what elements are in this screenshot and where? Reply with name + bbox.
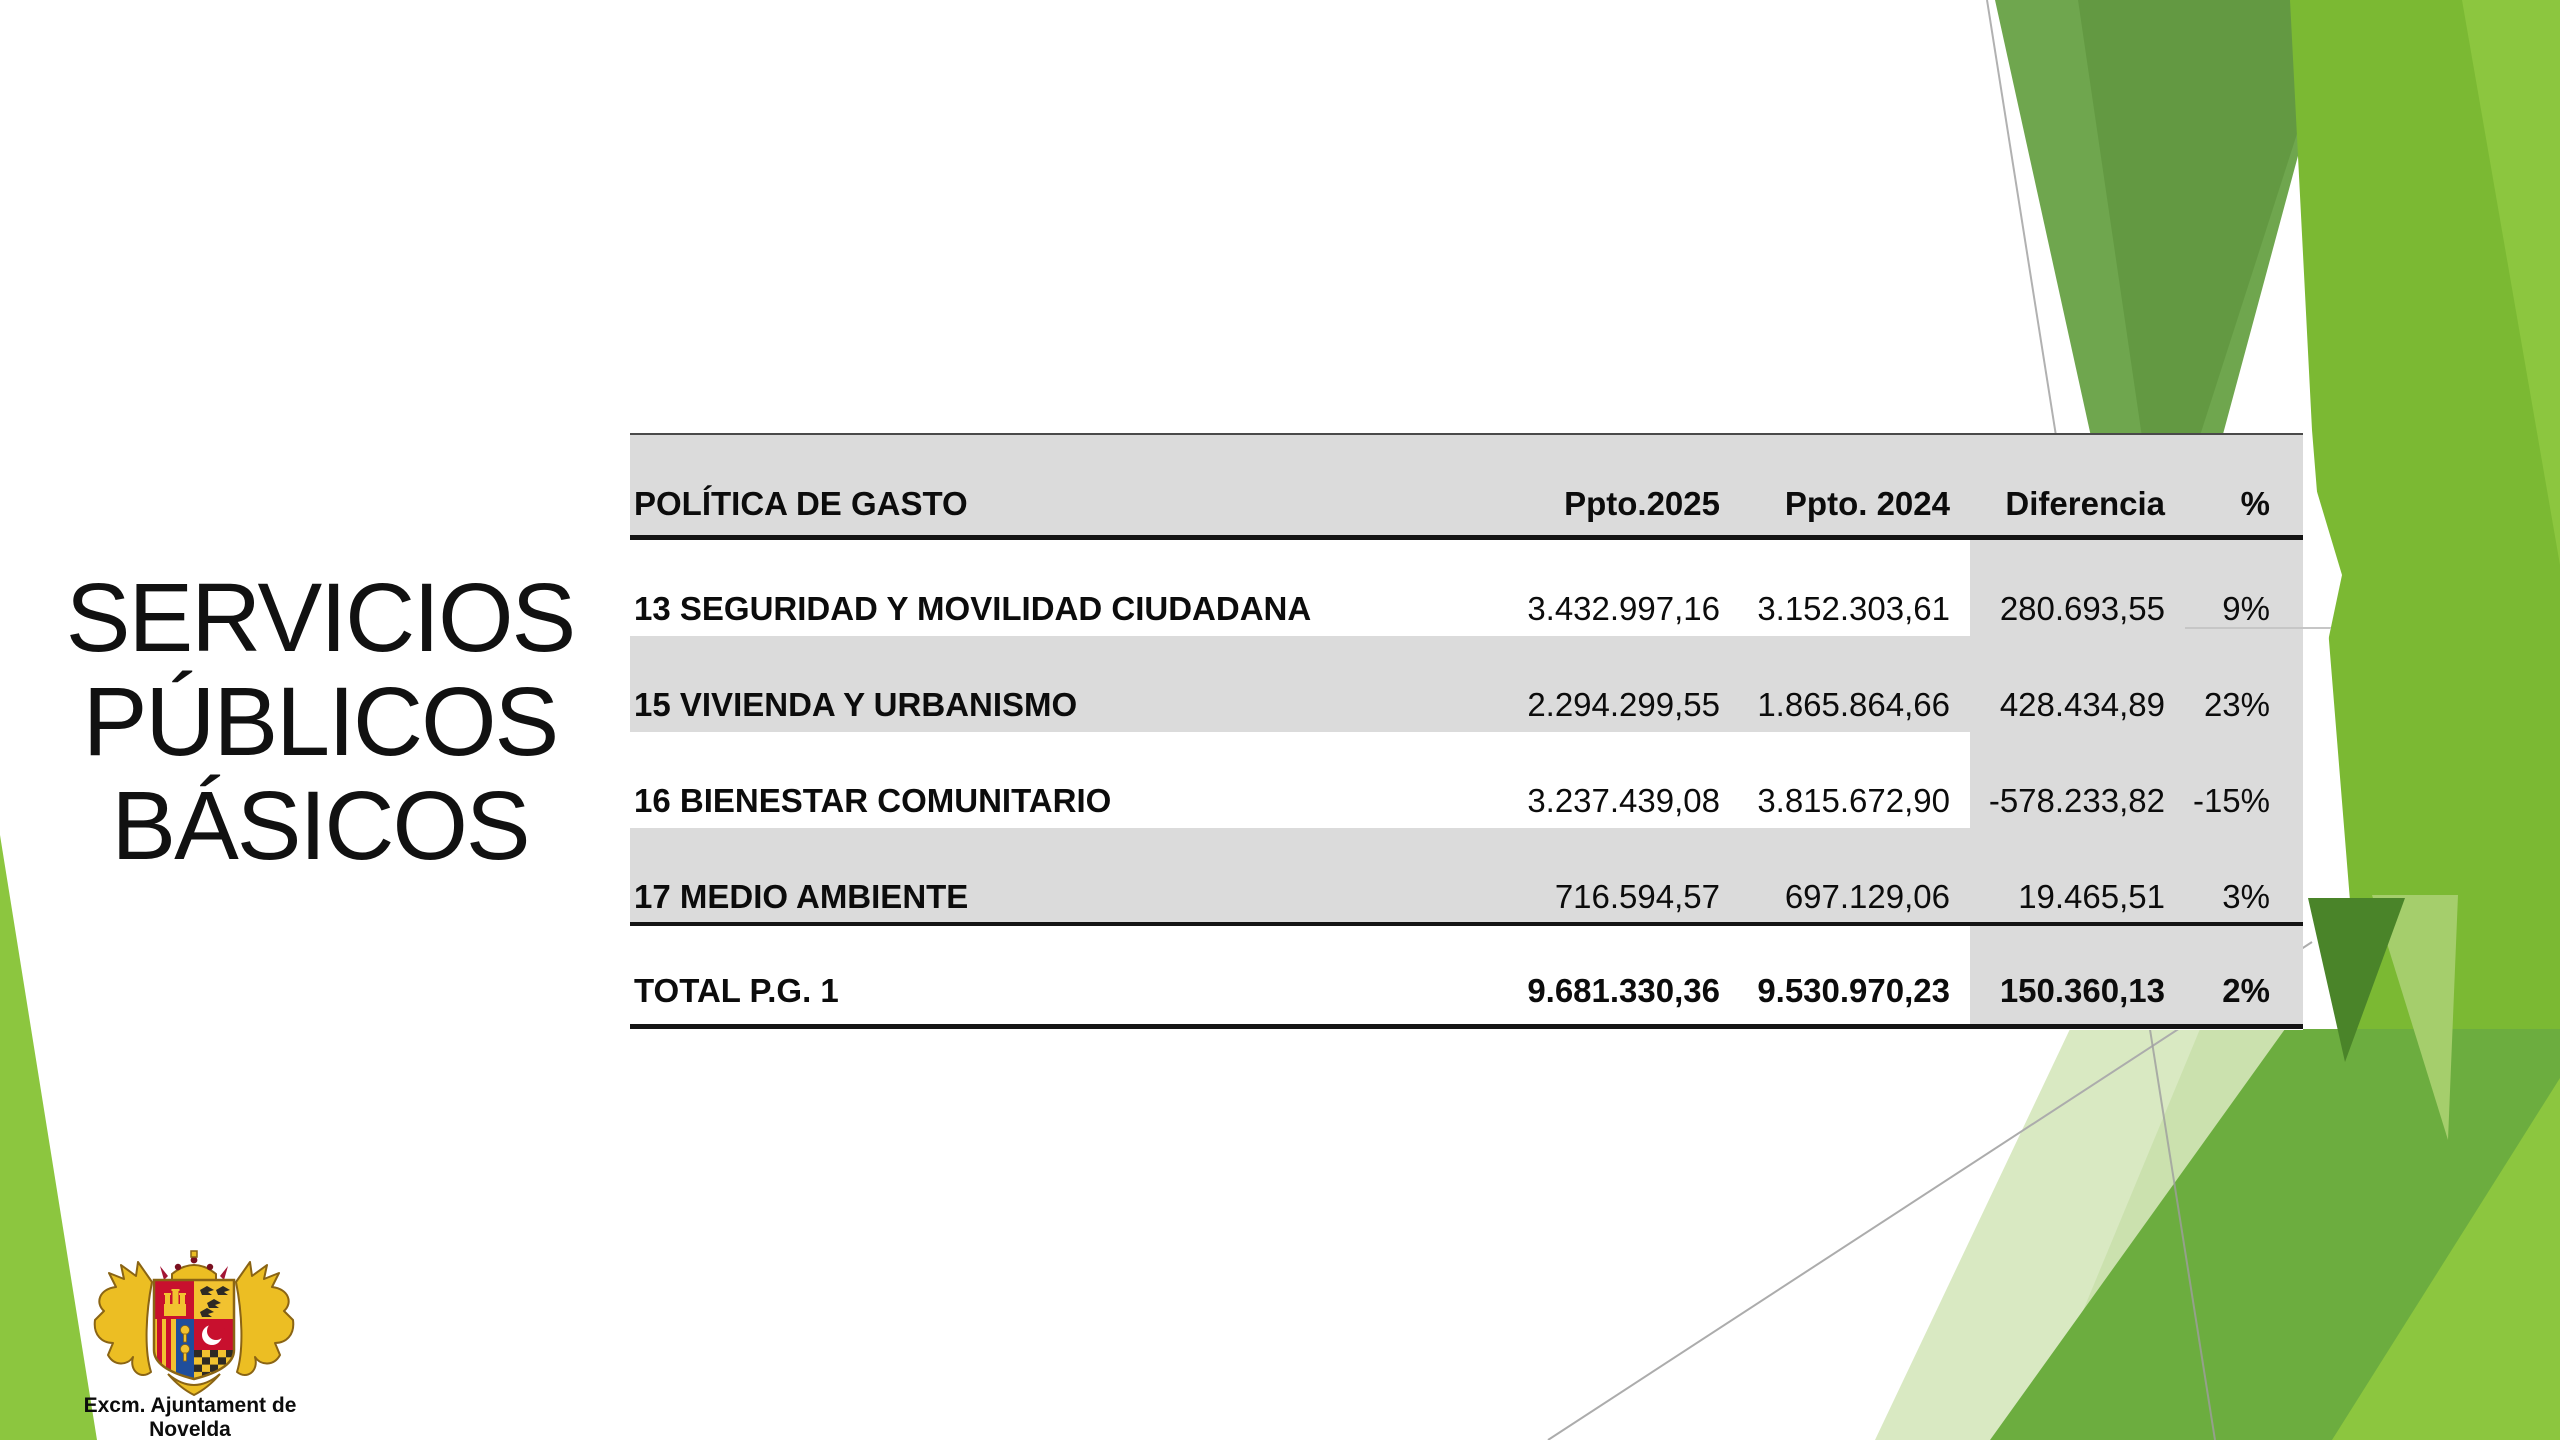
diferencia-column-strip [1970, 540, 2303, 1024]
shield-scroll [167, 1373, 221, 1397]
dragon-supporter-left [93, 1261, 153, 1376]
header-rule [630, 535, 2303, 540]
medium-green-shape [1990, 1029, 2560, 1440]
col-header-percent: % [2240, 485, 2270, 522]
percent-cell-underline [2185, 627, 2331, 629]
total-diferencia: 150.360,13 [1999, 972, 2165, 1009]
row-label: 15 VIVIENDA Y URBANISMO [634, 686, 1078, 723]
table-header-row: POLÍTICA DE GASTO Ppto.2025 Ppto. 2024 D… [630, 433, 2303, 535]
cell-percent: -15% [2192, 782, 2270, 819]
sage-dark-triangle [2078, 0, 2340, 560]
title-line-1: SERVICIOS [65, 563, 577, 672]
shield-outline [152, 1278, 236, 1381]
col-header-ppto-2024: Ppto. 2024 [1784, 485, 1950, 522]
cell-diferencia: 280.693,55 [1999, 590, 2165, 627]
table-row: 13 SEGURIDAD Y MOVILIDAD CIUDADANA 3.432… [630, 540, 2303, 636]
budget-table: POLÍTICA DE GASTO Ppto.2025 Ppto. 2024 D… [630, 433, 2303, 1030]
light-green-triangle [2372, 895, 2458, 1140]
table-bottom-rule [630, 1024, 2303, 1029]
total-percent: 2% [2222, 972, 2270, 1009]
total-label: TOTAL P.G. 1 [634, 972, 839, 1009]
logo-caption: Excm. Ajuntament de Novelda [83, 1394, 297, 1440]
total-ppto-2025: 9.681.330,36 [1527, 972, 1720, 1009]
dark-green-triangle [2308, 898, 2405, 1062]
title-line-2: PÚBLICOS [82, 667, 560, 776]
cell-ppto-2024: 1.865.864,66 [1757, 686, 1950, 723]
cell-percent: 9% [2222, 590, 2270, 627]
crown [160, 1250, 228, 1281]
left-green-wedge [0, 835, 97, 1440]
table-row: 15 VIVIENDA Y URBANISMO 2.294.299,55 1.8… [630, 636, 2303, 732]
cell-ppto-2024: 3.815.672,90 [1757, 782, 1950, 819]
total-ppto-2024: 9.530.970,23 [1757, 972, 1950, 1009]
title-line-3: BÁSICOS [111, 771, 530, 880]
table-row: 16 BIENESTAR COMUNITARIO 3.237.439,08 3.… [630, 732, 2303, 828]
municipal-coat-of-arms [93, 1250, 295, 1397]
row-label: 17 MEDIO AMBIENTE [634, 878, 969, 915]
cell-ppto-2025: 2.294.299,55 [1527, 686, 1720, 723]
table-row: 17 MEDIO AMBIENTE 716.594,57 697.129,06 … [630, 828, 2303, 924]
row-label: 16 BIENESTAR COMUNITARIO [634, 782, 1112, 819]
cell-percent: 3% [2222, 878, 2270, 915]
cell-diferencia: 428.434,89 [1999, 686, 2165, 723]
bright-edge-band [2462, 0, 2560, 565]
col-header-ppto-2025: Ppto.2025 [1564, 485, 1720, 522]
cell-ppto-2024: 3.152.303,61 [1757, 590, 1950, 627]
table-total-row: TOTAL P.G. 1 9.681.330,36 9.530.970,23 1… [630, 922, 2303, 1024]
col-header-diferencia: Diferencia [2005, 485, 2165, 522]
shield-quarters [154, 1280, 234, 1379]
white-notch [2303, 445, 2342, 760]
cell-ppto-2025: 716.594,57 [1554, 878, 1720, 915]
table-header-background [630, 433, 2303, 535]
rule-under-row-17 [630, 922, 2303, 926]
gray-band-row-15 [630, 636, 2303, 732]
cell-percent: 23% [2203, 686, 2270, 723]
cell-ppto-2024: 697.129,06 [1784, 878, 1950, 915]
cell-diferencia: 19.465,51 [2018, 878, 2165, 915]
bright-corner-triangle [2332, 1078, 2560, 1440]
cell-ppto-2025: 3.237.439,08 [1527, 782, 1720, 819]
row-label: 13 SEGURIDAD Y MOVILIDAD CIUDADANA [634, 590, 1312, 627]
col-header-politica: POLÍTICA DE GASTO [634, 485, 968, 522]
gray-band-row-17 [630, 828, 2303, 924]
dragon-supporter-right [235, 1261, 295, 1376]
cell-ppto-2025: 3.432.997,16 [1527, 590, 1720, 627]
cell-diferencia: -578.233,82 [1988, 782, 2165, 819]
slide-title: SERVICIOS PÚBLICOS BÁSICOS [12, 566, 628, 878]
